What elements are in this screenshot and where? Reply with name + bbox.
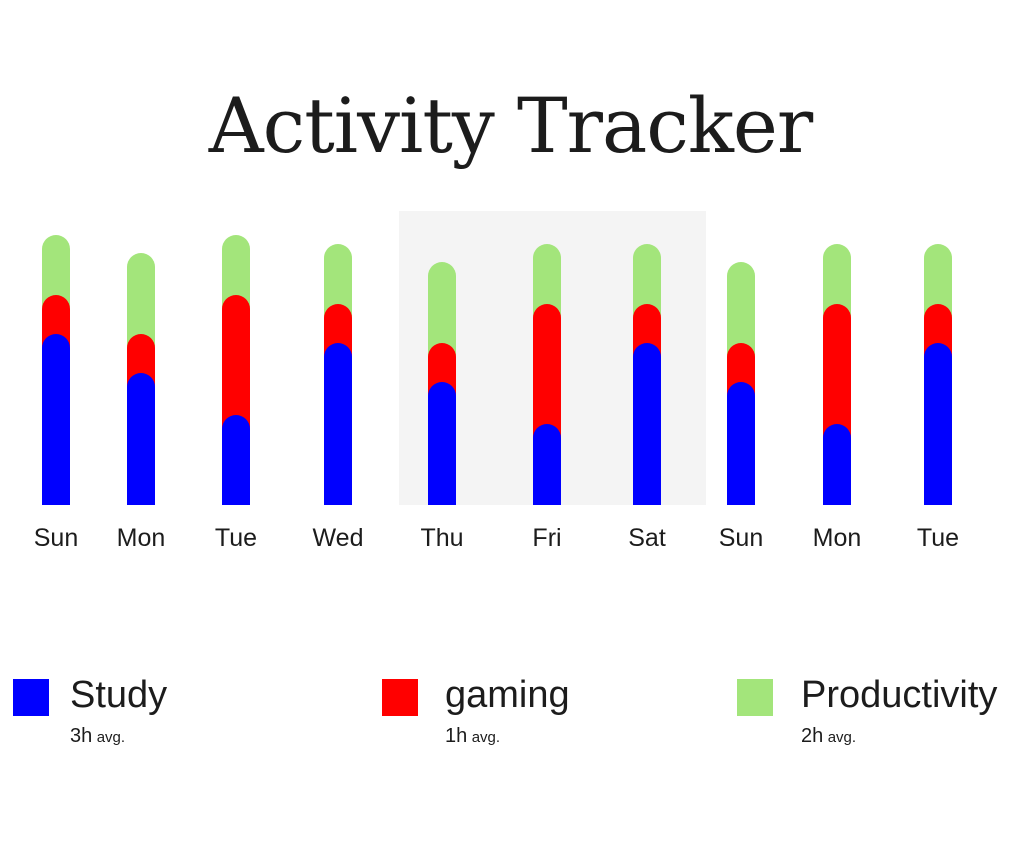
legend-average-unit: avg. [471,729,501,746]
legend-label-productivity: Productivity [801,674,998,716]
stacked-bar-chart: Sun Mon Tue Wed Thu Fri Sat Sun Mon Tue [34,211,959,552]
x-tick-label: Wed [313,524,364,552]
bar-thu-4 [428,262,456,505]
x-tick-label: Sun [34,524,78,552]
legend-average-value: 3h [70,725,93,747]
x-tick-label: Thu [420,524,463,552]
bar-sat-6 [633,244,661,505]
legend-swatch-gaming [382,679,418,716]
bar-segment-study [924,343,952,505]
x-tick-label: Tue [917,524,959,552]
x-tick-label: Sat [628,524,666,552]
bar-sun-7 [727,262,755,505]
x-tick-label: Fri [532,524,561,552]
legend-average-unit: avg. [827,729,857,746]
bar-tue-9 [924,244,952,505]
legend-label-gaming: gaming [445,674,570,716]
legend-average-unit: avg. [96,729,126,746]
legend-label-study: Study [70,674,168,716]
bar-tue-2 [222,235,250,505]
bar-mon-1 [127,253,155,505]
legend-average-productivity: 2h avg. [801,725,856,748]
legend-swatch-study [13,679,49,716]
legend-average-value: 2h [801,725,824,747]
bar-segment-study [222,415,250,505]
bar-segment-study [324,343,352,505]
bar-segment-study [633,343,661,505]
legend-average-study: 3h avg. [70,725,125,748]
bar-segment-study [428,382,456,505]
x-tick-label: Mon [813,524,862,552]
page-title: Activity Tracker [208,81,813,170]
bar-wed-3 [324,244,352,505]
bar-segment-study [533,424,561,505]
x-tick-label: Sun [719,524,763,552]
legend-swatch-productivity [737,679,773,716]
bar-segment-study [42,334,70,505]
bar-segment-study [127,373,155,505]
bar-segment-study [727,382,755,505]
legend-average-value: 1h [445,725,468,747]
bar-sun-0 [42,235,70,506]
x-tick-label: Mon [117,524,166,552]
legend-average-gaming: 1h avg. [445,725,500,748]
x-tick-label: Tue [215,524,257,552]
bar-mon-8 [823,244,851,505]
bar-segment-study [823,424,851,505]
bar-fri-5 [533,244,561,505]
